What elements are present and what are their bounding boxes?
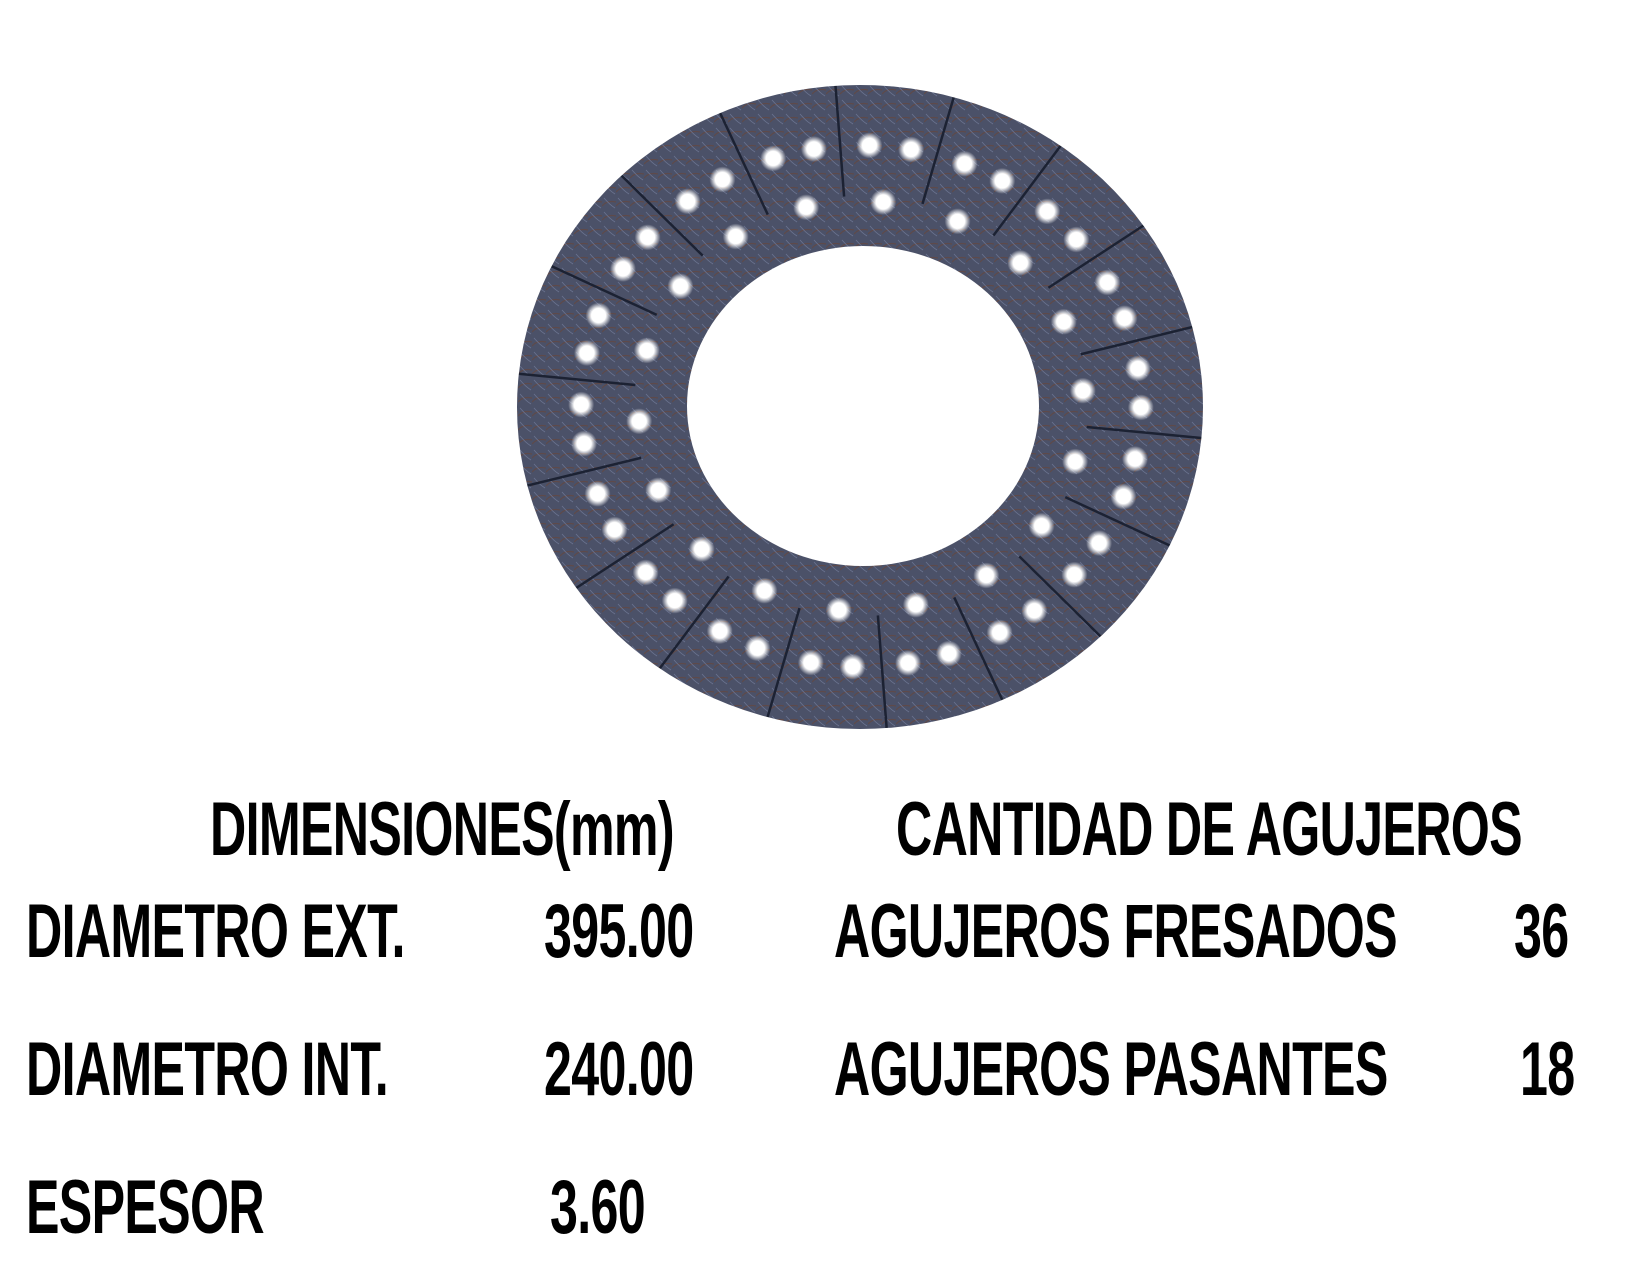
disc-slot	[876, 615, 890, 744]
disc-slot	[832, 68, 846, 197]
through-hole	[793, 194, 820, 221]
milled-hole	[584, 480, 611, 507]
friction-disc-image	[0, 0, 1644, 760]
inner-diameter-label: DIAMETRO INT.	[26, 1027, 389, 1112]
milled-hole	[1034, 198, 1061, 225]
through-holes-label: AGUJEROS PASANTES	[834, 1027, 1388, 1112]
milled-hole	[1021, 597, 1048, 624]
milled-hole	[895, 650, 922, 677]
milled-hole	[568, 391, 595, 418]
outer-diameter-value: 395.00	[544, 889, 694, 974]
milled-hole	[800, 135, 827, 162]
milled-hole	[632, 559, 659, 586]
disc-slot	[992, 130, 1073, 237]
through-hole	[751, 577, 778, 604]
holes-header: CANTIDAD DE AGUJEROS	[896, 787, 1523, 872]
disc-slot	[1064, 496, 1186, 554]
disc-ring	[0, 0, 1644, 760]
milled-hole	[571, 430, 598, 457]
disc-slot	[1086, 425, 1220, 441]
milled-hole	[1061, 561, 1088, 588]
milled-hole	[706, 618, 733, 645]
disc-slot	[921, 80, 960, 205]
disc-slot	[608, 163, 704, 257]
dimensions-header: DIMENSIONES(mm)	[210, 787, 675, 872]
through-hole	[870, 188, 897, 215]
thickness-label: ESPESOR	[26, 1165, 265, 1250]
milled-holes-value: 36	[1514, 889, 1569, 974]
milled-hole	[986, 619, 1013, 646]
milled-hole	[661, 587, 688, 614]
milled-hole	[1110, 483, 1137, 510]
disc-slot	[762, 607, 801, 732]
through-hole	[1069, 377, 1096, 404]
outer-diameter-label: DIAMETRO EXT.	[26, 889, 405, 974]
milled-hole	[951, 150, 978, 177]
milled-hole	[1122, 445, 1149, 472]
inner-diameter-value: 240.00	[544, 1027, 694, 1112]
milled-holes-label: AGUJEROS FRESADOS	[834, 889, 1398, 974]
disc-slot	[711, 97, 769, 216]
milled-hole	[1086, 530, 1113, 557]
disc-slot	[502, 371, 636, 387]
disc-slot	[511, 456, 642, 491]
through-hole	[944, 208, 971, 235]
milled-hole	[1111, 305, 1138, 332]
milled-hole	[1063, 226, 1090, 253]
through-hole	[1062, 448, 1089, 475]
through-hole	[626, 408, 653, 435]
milled-hole	[585, 302, 612, 329]
disc-slot	[1018, 555, 1114, 649]
thickness-value: 3.60	[550, 1165, 646, 1250]
disc-slot	[562, 523, 675, 598]
through-hole	[825, 597, 852, 624]
through-hole	[902, 591, 929, 618]
through-hole	[633, 337, 660, 364]
through-hole	[1050, 308, 1077, 335]
disc-slot	[953, 596, 1011, 715]
milled-hole	[797, 649, 824, 676]
disc-slot	[649, 575, 730, 682]
milled-hole	[935, 640, 962, 667]
milled-hole	[744, 635, 771, 662]
milled-hole	[1124, 355, 1151, 382]
milled-hole	[839, 653, 866, 680]
disc-slot	[1047, 214, 1160, 289]
disc-slot	[536, 258, 658, 316]
milled-hole	[1094, 269, 1121, 296]
milled-hole	[856, 132, 883, 159]
milled-hole	[1127, 394, 1154, 421]
through-hole	[1007, 249, 1034, 276]
through-holes-value: 18	[1520, 1027, 1575, 1112]
milled-hole	[760, 145, 787, 172]
milled-hole	[634, 224, 661, 251]
milled-hole	[573, 340, 600, 367]
through-hole	[667, 273, 694, 300]
milled-hole	[989, 167, 1016, 194]
through-hole	[645, 477, 672, 504]
milled-hole	[609, 255, 636, 282]
disc-slot	[1080, 321, 1211, 356]
milled-hole	[709, 166, 736, 193]
milled-hole	[898, 136, 925, 163]
milled-hole	[601, 516, 628, 543]
through-hole	[1028, 512, 1055, 539]
through-hole	[722, 223, 749, 250]
milled-hole	[674, 188, 701, 215]
through-hole	[973, 562, 1000, 589]
through-hole	[688, 536, 715, 563]
